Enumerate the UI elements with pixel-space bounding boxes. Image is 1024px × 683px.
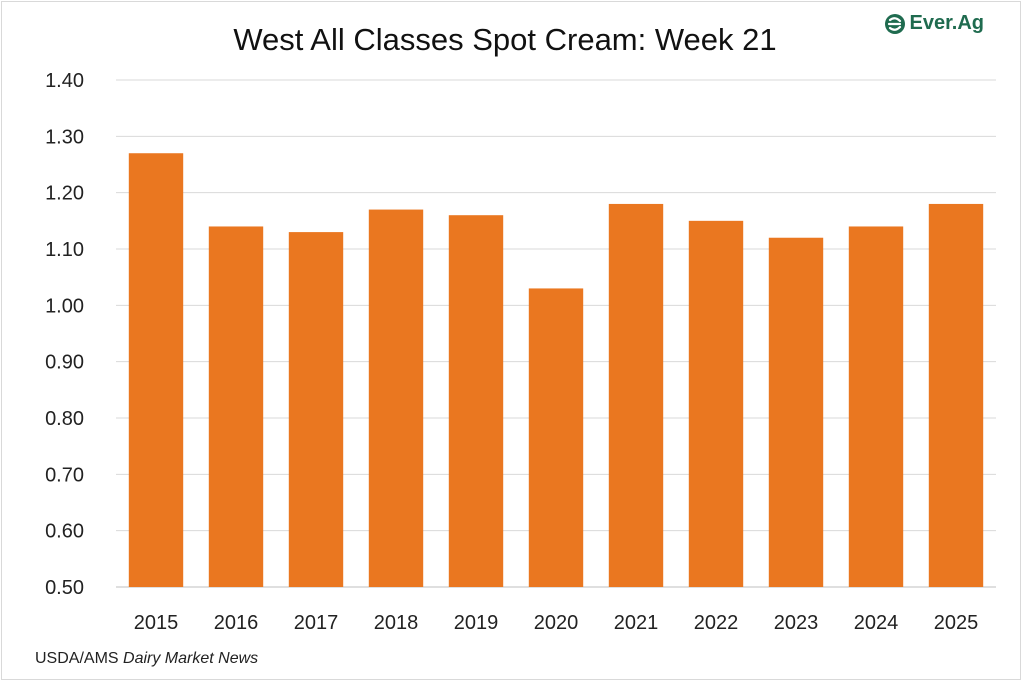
y-tick-label: 1.00	[45, 295, 84, 317]
y-axis: 0.50 0.60 0.70 0.80 0.90 1.00 1.10 1.20 1.30 1.40	[45, 70, 84, 599]
x-tick-label: 2020	[534, 612, 579, 634]
y-tick-label: 0.80	[45, 408, 84, 430]
bar-2016	[208, 226, 264, 587]
bar-2018	[368, 209, 424, 588]
bar-2023	[768, 237, 824, 587]
bar-2017	[288, 232, 344, 587]
bar-2021	[608, 203, 664, 587]
y-tick-label: 0.70	[45, 464, 84, 486]
bar-2020	[528, 288, 584, 587]
bar-2019	[448, 215, 504, 587]
y-tick-label: 1.20	[45, 183, 84, 205]
y-tick-label: 0.90	[45, 352, 84, 374]
chart-title: West All Classes Spot Cream: Week 21	[233, 22, 777, 57]
ever-ag-logo: Ever.Ag	[884, 12, 984, 35]
bar-2015	[128, 153, 184, 587]
bar-2025	[928, 203, 984, 587]
logo-text: Ever.Ag	[909, 12, 984, 34]
y-tick-label: 1.30	[45, 126, 84, 148]
source-note: USDA/AMS Dairy Market News	[35, 650, 258, 668]
bar-2024	[848, 226, 904, 587]
x-tick-label: 2022	[694, 612, 739, 634]
x-tick-label: 2023	[774, 612, 819, 634]
source-prefix: USDA/AMS	[35, 650, 124, 667]
bar-2022	[688, 220, 744, 588]
x-tick-label: 2025	[934, 612, 979, 634]
y-tick-label: 1.10	[45, 239, 84, 261]
x-tick-label: 2021	[614, 612, 659, 634]
leaf-e-icon	[884, 13, 905, 34]
x-tick-label: 2018	[374, 612, 419, 634]
x-tick-label: 2019	[454, 612, 499, 634]
y-tick-label: 0.50	[45, 577, 84, 599]
bars	[128, 153, 984, 588]
x-tick-label: 2017	[294, 612, 339, 634]
x-tick-label: 2016	[214, 612, 259, 634]
x-tick-label: 2015	[134, 612, 179, 634]
y-tick-label: 0.60	[45, 521, 84, 543]
x-axis: 2015 2016 2017 2018 2019 2020 2021 2022 2023 2024…	[134, 612, 979, 634]
x-tick-label: 2024	[854, 612, 899, 634]
y-tick-label: 1.40	[45, 70, 84, 92]
source-italic: Dairy Market News	[123, 650, 259, 667]
